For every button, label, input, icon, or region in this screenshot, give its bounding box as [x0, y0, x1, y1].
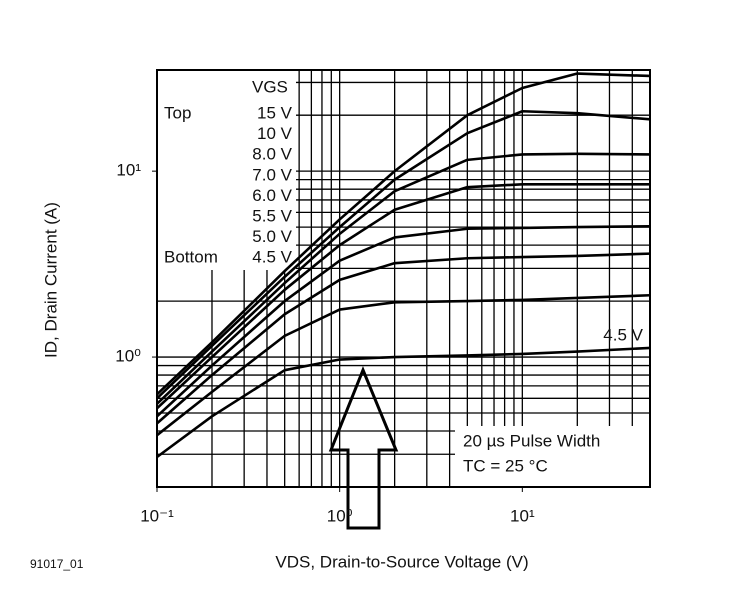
series-line	[156, 152, 651, 405]
legend-entry: 6.0 V	[252, 186, 292, 205]
series-line	[156, 346, 651, 459]
legend-entry: 5.0 V	[252, 227, 292, 246]
figure-id: 91017_01	[30, 557, 84, 571]
series-line	[156, 252, 651, 425]
legend-title: VGS	[252, 77, 288, 96]
legend-bottom: Bottom	[164, 247, 218, 266]
legend-box	[158, 71, 296, 270]
series-line	[156, 182, 650, 410]
x-tick-label: 10¹	[510, 506, 535, 525]
y-tick-label: 10⁰	[115, 347, 141, 366]
y-axis-label: ID, Drain Current (A)	[41, 202, 60, 358]
legend-top: Top	[164, 103, 191, 122]
legend-entry: 8.0 V	[252, 145, 292, 164]
series-line	[156, 72, 651, 396]
series-line	[156, 109, 651, 400]
legend-entry: 7.0 V	[252, 165, 292, 184]
legend-entry: 10 V	[257, 124, 293, 143]
x-tick-label: 10⁰	[327, 506, 353, 525]
plot-frame	[156, 69, 651, 488]
curves	[156, 72, 651, 459]
annotation: 20 µs Pulse Width	[463, 431, 600, 450]
series-line	[156, 225, 651, 418]
note-box	[455, 426, 649, 486]
annotation: 4.5 V	[603, 325, 643, 344]
arrow	[328, 366, 399, 530]
legend-entry: 4.5 V	[252, 248, 292, 267]
legend-entry: 15 V	[257, 103, 293, 122]
y-tick-label: 10¹	[116, 161, 141, 180]
x-axis-label: VDS, Drain-to-Source Voltage (V)	[275, 552, 528, 571]
series-line	[156, 293, 651, 437]
x-tick-label: 10⁻¹	[140, 506, 174, 525]
legend-entry: 5.5 V	[252, 206, 292, 225]
annotation: TC = 25 °C	[463, 456, 548, 475]
